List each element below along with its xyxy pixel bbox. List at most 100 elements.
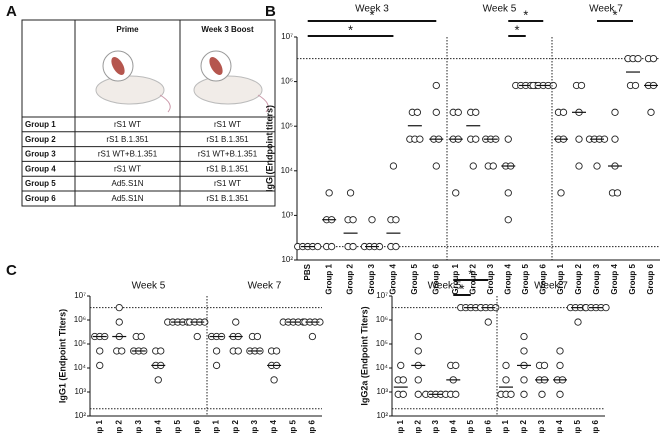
data-point xyxy=(392,216,400,224)
data-point xyxy=(507,390,515,398)
y-axis-label: IgG2a (Endpoint Titers) xyxy=(359,306,369,405)
y-axis-label: IgG (Endpoint titers) xyxy=(264,105,274,192)
significance-mark: * xyxy=(468,266,473,281)
data-point xyxy=(452,189,460,197)
y-tick-label: 10² xyxy=(376,411,388,420)
data-point xyxy=(325,189,333,197)
x-tick-label: Group 2 xyxy=(519,419,528,433)
table-frame xyxy=(21,19,276,207)
x-tick-label: Group 5 xyxy=(410,263,419,294)
data-point xyxy=(611,135,619,143)
x-tick-label: Group 1 xyxy=(556,263,565,294)
table-cell: rS1 B.1.351 xyxy=(206,135,249,144)
x-tick-label: Group 5 xyxy=(466,419,475,433)
data-point xyxy=(575,162,583,170)
data-point xyxy=(96,347,104,355)
data-point xyxy=(557,189,565,197)
table-cell: rS1 WT xyxy=(214,120,241,129)
x-tick-label: Group 2 xyxy=(574,263,583,294)
table: Prime Week 3 Boost Group 1 rS1 WT rS1 WT Grou… xyxy=(21,19,276,207)
x-tick-label: Group 6 xyxy=(483,419,492,433)
section-title: Week 5 xyxy=(428,281,462,292)
data-point xyxy=(212,361,221,370)
y-tick-label: 10² xyxy=(74,411,86,420)
data-point xyxy=(270,376,278,384)
x-tick-label: Group 4 xyxy=(269,419,278,433)
data-point xyxy=(397,361,405,370)
data-point xyxy=(472,135,480,143)
data-point xyxy=(432,108,440,116)
data-point xyxy=(520,376,528,384)
row-label: Group 3 xyxy=(25,150,56,159)
data-point xyxy=(308,332,317,341)
x-tick-label: Group 6 xyxy=(192,419,201,433)
x-tick-label: Group 1 xyxy=(95,419,104,433)
y-tick-label: 10⁴ xyxy=(281,166,294,175)
data-point xyxy=(432,81,440,90)
row-label: Group 6 xyxy=(25,194,56,203)
data-point xyxy=(115,318,123,326)
section-title: Week 7 xyxy=(534,281,568,292)
x-tick-label: Group 3 xyxy=(486,263,495,294)
data-point xyxy=(399,376,407,384)
data-point xyxy=(556,361,564,370)
data-point xyxy=(593,162,601,170)
table-cell: rS1 WT+B.1.351 xyxy=(98,150,158,159)
data-point xyxy=(575,135,583,143)
mouse-illustration xyxy=(95,50,171,113)
data-point xyxy=(234,347,242,355)
y-tick-label: 10² xyxy=(281,255,293,264)
section-title: Week 3 xyxy=(355,4,389,15)
data-point xyxy=(399,390,407,398)
y-tick-label: 10⁷ xyxy=(74,291,86,300)
data-point xyxy=(504,189,512,197)
y-tick-label: 10⁷ xyxy=(376,291,388,300)
section-title: Week 7 xyxy=(248,281,282,292)
x-tick-label: Group 1 xyxy=(212,419,221,433)
data-point xyxy=(574,318,582,326)
x-tick-label: Group 6 xyxy=(431,263,440,294)
x-tick-label: Group 3 xyxy=(134,419,143,433)
data-point xyxy=(349,216,357,224)
x-tick-label: Group 2 xyxy=(231,419,240,433)
row-label: Group 2 xyxy=(25,135,56,144)
data-point xyxy=(432,162,440,170)
data-point xyxy=(538,390,546,398)
table-cell: Ad5.S1N xyxy=(111,194,143,203)
x-tick-label: Group 1 xyxy=(324,263,333,294)
x-tick-label: Group 6 xyxy=(591,419,600,433)
data-point xyxy=(540,361,549,370)
data-point xyxy=(414,332,422,341)
section-title: Week 7 xyxy=(589,4,623,15)
y-tick-label: 10⁵ xyxy=(376,339,388,348)
x-tick-label: Group 3 xyxy=(592,263,601,294)
x-tick-label: Group 4 xyxy=(610,263,619,294)
table-header: Week 3 Boost xyxy=(201,25,254,34)
x-tick-label: Group 4 xyxy=(555,419,564,433)
x-tick-label: Group 2 xyxy=(346,263,355,294)
table-header: Prime xyxy=(116,25,139,34)
data-point xyxy=(253,332,262,341)
table-cell: rS1 B.1.351 xyxy=(206,164,249,173)
data-point xyxy=(118,347,126,355)
data-point xyxy=(520,332,528,341)
x-tick-label: Group 4 xyxy=(389,263,398,294)
x-tick-label: Group 2 xyxy=(413,419,422,433)
data-point xyxy=(549,81,557,90)
x-tick-label: Group 6 xyxy=(308,419,317,433)
y-tick-label: 10⁶ xyxy=(74,315,86,324)
data-point xyxy=(556,390,564,398)
data-point xyxy=(414,390,422,398)
data-point xyxy=(502,376,510,384)
table-cell: rS1 WT xyxy=(214,179,241,188)
data-point xyxy=(368,216,376,224)
mouse-illustration xyxy=(193,50,269,113)
x-tick-label: Group 4 xyxy=(503,263,512,294)
x-tick-label: Group 6 xyxy=(646,263,655,294)
panel-label: B xyxy=(265,3,276,20)
data-point xyxy=(452,361,460,370)
y-tick-label: 10⁷ xyxy=(281,32,293,41)
data-point xyxy=(502,361,510,370)
data-point xyxy=(115,303,123,312)
